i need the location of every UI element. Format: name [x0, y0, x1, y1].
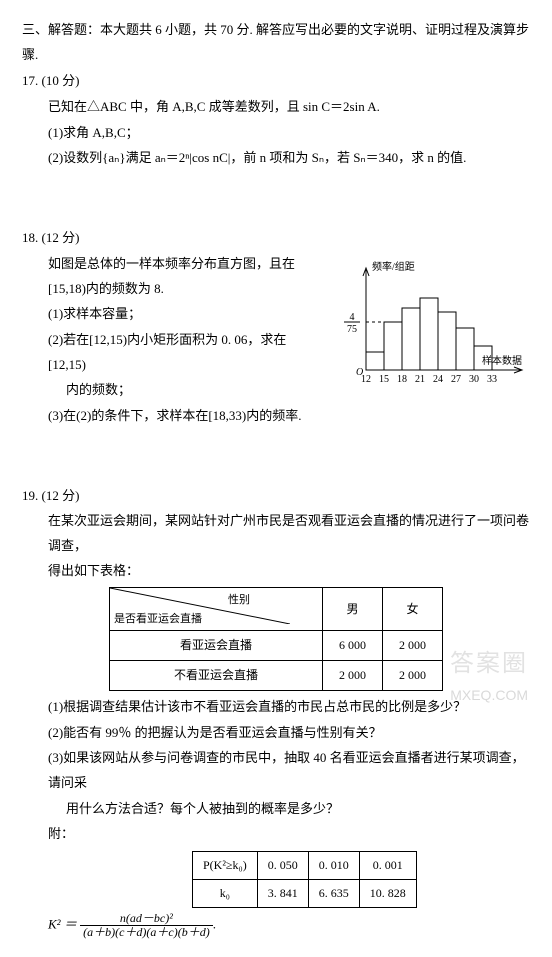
- table-row: k₀ 3. 841 6. 635 10. 828: [193, 879, 417, 907]
- svg-text:33: 33: [487, 374, 497, 385]
- problem-19-q3b: 用什么方法合适？每个人被抽到的概率是多少？: [22, 797, 530, 822]
- k-d1: 3. 841: [257, 879, 308, 907]
- problem-19-q1: (1)根据调查结果估计该市不看亚运会直播的市民占总市民的比例是多少？: [22, 695, 530, 720]
- problem-18-q1: (1)求样本容量；: [22, 302, 324, 327]
- svg-text:频率/组距: 频率/组距: [372, 260, 415, 273]
- row2-c1: 2 000: [323, 661, 383, 691]
- problem-18-q2a: (2)若在[12,15)内小矩形面积为 0. 06，求在[12,15): [22, 328, 324, 377]
- svg-text:24: 24: [433, 374, 443, 385]
- row1-c2: 2 000: [383, 631, 443, 661]
- svg-text:21: 21: [415, 374, 425, 385]
- svg-text:O: O: [356, 367, 363, 378]
- problem-19-q2: (2)能否有 99％ 的把握认为是否看亚运会直播与性别有关？: [22, 721, 530, 746]
- table-row: 不看亚运会直播 2 000 2 000: [110, 661, 443, 691]
- problem-18-stem: 如图是总体的一样本频率分布直方图，且在[15,18)内的频数为 8.: [22, 252, 324, 301]
- row2-c2: 2 000: [383, 661, 443, 691]
- problem-17-q2: (2)设数列{aₙ}满足 aₙ＝2ⁿ|cos nC|，前 n 项和为 Sₙ，若 …: [22, 146, 530, 171]
- problem-19-head: 19. (12 分): [22, 484, 530, 509]
- k-formula: K² ＝ n(ad－bc)² (a＋b)(c＋d)(a＋c)(b＋d) .: [22, 912, 530, 939]
- formula-denominator: (a＋b)(c＋d)(a＋c)(b＋d): [80, 926, 213, 939]
- k-h1: P(K²≥k₀): [193, 852, 258, 880]
- row1-c1: 6 000: [323, 631, 383, 661]
- section-header: 三、解答题：本大题共 6 小题，共 70 分. 解答应写出必要的文字说明、证明过…: [22, 18, 530, 67]
- svg-text:18: 18: [397, 374, 407, 385]
- k-d3: 10. 828: [359, 879, 416, 907]
- k-c1: 0. 050: [257, 852, 308, 880]
- problem-18-q2b: 内的频数；: [22, 378, 324, 403]
- problem-19-q3a: (3)如果该网站从参与问卷调查的市民中，抽取 40 名看亚运会直播者进行某项调查…: [22, 746, 530, 795]
- problem-19-line2: 得出如下表格：: [22, 559, 530, 584]
- svg-text:75: 75: [347, 324, 357, 335]
- row2-label: 不看亚运会直播: [110, 661, 323, 691]
- table-row: 性别 是否看亚运会直播 男 女: [110, 588, 443, 631]
- formula-numerator: n(ad－bc)²: [80, 912, 213, 926]
- svg-text:4: 4: [350, 312, 355, 323]
- problem-18-q3: (3)在(2)的条件下，求样本在[18,33)内的频率.: [22, 404, 324, 429]
- col-female: 女: [383, 588, 443, 631]
- problem-19-line1: 在某次亚运会期间，某网站针对广州市民是否观看亚运会直播的情况进行了一项问卷调查，: [22, 509, 530, 558]
- diagonal-header-cell: 性别 是否看亚运会直播: [110, 588, 323, 631]
- problem-17-head: 17. (10 分): [22, 69, 530, 94]
- formula-fraction: n(ad－bc)² (a＋b)(c＋d)(a＋c)(b＋d): [80, 912, 213, 939]
- k-table: P(K²≥k₀) 0. 050 0. 010 0. 001 k₀ 3. 841 …: [192, 851, 417, 908]
- svg-text:27: 27: [451, 374, 461, 385]
- k-c2: 0. 010: [308, 852, 359, 880]
- svg-text:30: 30: [469, 374, 479, 385]
- table-row: 看亚运会直播 6 000 2 000: [110, 631, 443, 661]
- formula-left: K² ＝: [48, 916, 77, 931]
- histogram-chart: 4751215182124273033O频率/组距样本数据: [330, 258, 530, 407]
- svg-text:15: 15: [379, 374, 389, 385]
- problem-17-q1: (1)求角 A,B,C；: [22, 121, 530, 146]
- svg-text:样本数据: 样本数据: [482, 354, 522, 367]
- k-h2: k₀: [193, 879, 258, 907]
- problem-19-attach: 附：: [22, 822, 530, 847]
- col-male: 男: [323, 588, 383, 631]
- problem-18: 18. (12 分) 如图是总体的一样本频率分布直方图，且在[15,18)内的频…: [22, 226, 530, 429]
- problem-17-stem: 已知在△ABC 中，角 A,B,C 成等差数列，且 sin C＝2sin A.: [22, 95, 530, 120]
- problem-19: 19. (12 分) 在某次亚运会期间，某网站针对广州市民是否观看亚运会直播的情…: [22, 484, 530, 939]
- k-d2: 6. 635: [308, 879, 359, 907]
- problem-18-head: 18. (12 分): [22, 226, 530, 251]
- row1-label: 看亚运会直播: [110, 631, 323, 661]
- survey-table: 性别 是否看亚运会直播 男 女 看亚运会直播 6 000 2 000 不看亚运会…: [109, 587, 443, 691]
- problem-17: 17. (10 分) 已知在△ABC 中，角 A,B,C 成等差数列，且 sin…: [22, 69, 530, 171]
- diag-bottom-label: 是否看亚运会直播: [114, 609, 202, 630]
- diag-top-label: 性别: [228, 590, 250, 611]
- table-row: P(K²≥k₀) 0. 050 0. 010 0. 001: [193, 852, 417, 880]
- k-c3: 0. 001: [359, 852, 416, 880]
